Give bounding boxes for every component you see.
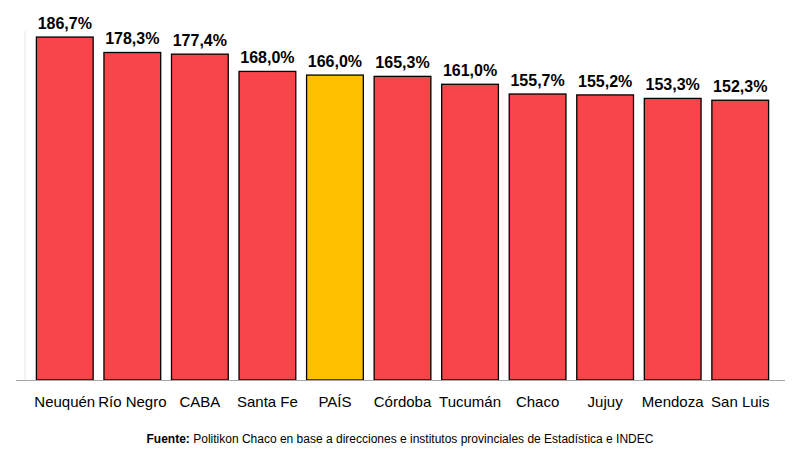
data-label: 178,3% bbox=[105, 30, 159, 47]
data-label: 186,7% bbox=[38, 15, 92, 32]
x-tick-label: PAÍS bbox=[318, 393, 351, 410]
x-tick-label: Río Negro bbox=[98, 393, 166, 410]
y-axis-line bbox=[25, 31, 26, 380]
chart: 186,7% 178,3% 177,4% 168,0% 166,0% 165,3% 161,… bbox=[0, 0, 800, 467]
data-label: 155,2% bbox=[578, 73, 632, 90]
data-label: 165,3% bbox=[375, 54, 429, 71]
x-tick-label: Jujuy bbox=[588, 393, 624, 410]
x-tick-label: Córdoba bbox=[374, 393, 432, 410]
bars bbox=[36, 37, 768, 380]
bar bbox=[374, 76, 431, 380]
x-tick-label: Neuquén bbox=[34, 393, 95, 410]
x-tick-label: San Luis bbox=[711, 393, 769, 410]
data-label: 155,7% bbox=[510, 72, 564, 89]
data-label: 161,0% bbox=[443, 62, 497, 79]
x-tick-label: Mendoza bbox=[642, 393, 704, 410]
x-tick-label: CABA bbox=[179, 393, 220, 410]
source: Fuente: Politikon Chaco en base a direcc… bbox=[147, 432, 654, 446]
data-label: 152,3% bbox=[713, 78, 767, 95]
bar bbox=[577, 95, 634, 380]
baseline bbox=[16, 380, 785, 381]
data-label: 168,0% bbox=[240, 49, 294, 66]
bar bbox=[171, 54, 228, 380]
x-tick-label: Chaco bbox=[516, 393, 559, 410]
bar bbox=[307, 75, 364, 380]
x-tick-label: Santa Fe bbox=[237, 393, 298, 410]
data-label: 153,3% bbox=[646, 76, 700, 93]
bar bbox=[644, 98, 701, 380]
bar bbox=[712, 100, 769, 380]
bar bbox=[239, 71, 296, 380]
bar bbox=[36, 37, 93, 380]
bar bbox=[509, 94, 566, 380]
data-label: 177,4% bbox=[173, 32, 227, 49]
data-label: 166,0% bbox=[308, 53, 362, 70]
bar bbox=[104, 52, 161, 380]
x-tick-label: Tucumán bbox=[439, 393, 501, 410]
bar bbox=[442, 84, 499, 380]
